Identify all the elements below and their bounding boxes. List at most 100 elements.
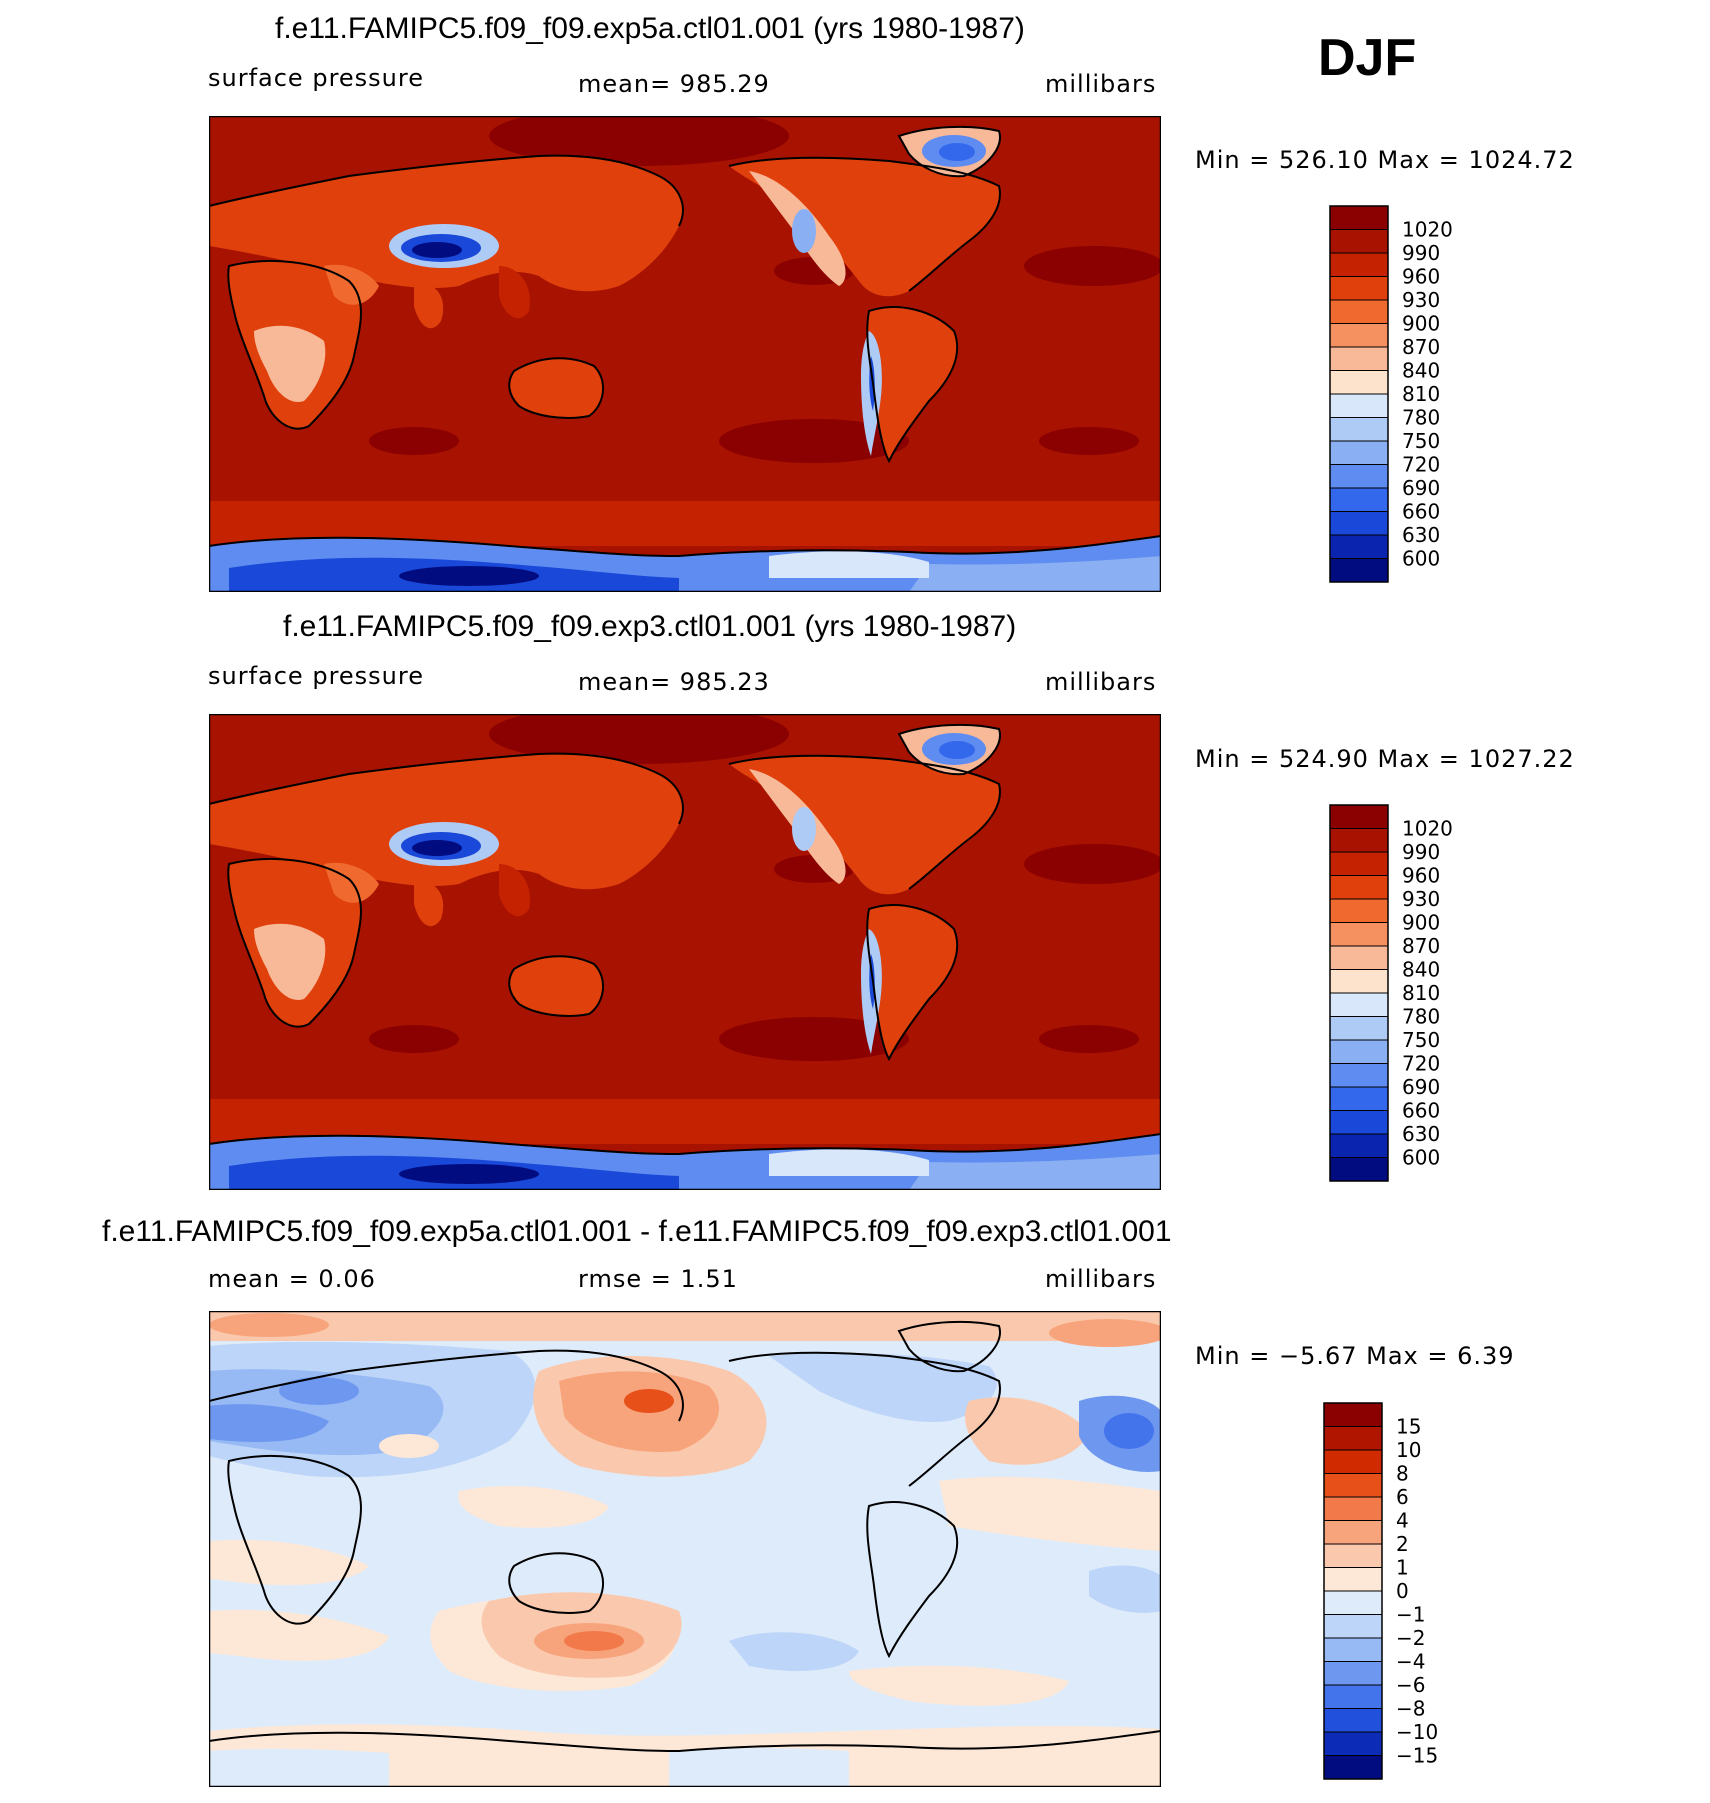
colorbar-swatch [1329, 969, 1389, 994]
colorbar-label: 810 [1402, 382, 1440, 406]
colorbar-swatch [1329, 1110, 1389, 1135]
colorbar-label: 840 [1402, 359, 1440, 383]
coastlines [209, 125, 1161, 558]
colorbar-label: 15 [1396, 1415, 1421, 1439]
map-frame [209, 714, 1161, 1190]
panel-3-title: f.e11.FAMIPC5.f09_f09.exp5a.ctl01.001 - … [102, 1215, 1172, 1248]
colorbar-swatch [1329, 1157, 1389, 1182]
colorbar-label: 660 [1402, 500, 1440, 524]
panel-3-units-label: millibars [1045, 1265, 1157, 1293]
colorbar-swatch [1323, 1661, 1383, 1686]
colorbar-label: 870 [1402, 934, 1440, 958]
panel-1-units-label: millibars [1045, 70, 1157, 98]
panel-1-variable-label: surface pressure [208, 64, 424, 92]
colorbar-label: 630 [1402, 1122, 1440, 1146]
colorbar-swatch [1323, 1708, 1383, 1733]
colorbar-label: 870 [1402, 335, 1440, 359]
colorbar-swatch [1329, 898, 1389, 923]
colorbar-label: 720 [1402, 453, 1440, 477]
season-label: DJF [1318, 29, 1417, 87]
colorbar-swatch [1329, 534, 1389, 559]
colorbar-label: 1 [1396, 1556, 1409, 1580]
colorbar-label: 1020 [1402, 817, 1453, 841]
north-america-land [729, 157, 1000, 297]
colorbar-swatch [1329, 1086, 1389, 1111]
panel-3-rmse-label: rmse = 1.51 [578, 1265, 738, 1293]
colorbar-label: −6 [1396, 1673, 1425, 1697]
colorbar-label: 750 [1402, 1028, 1440, 1052]
panel-3-map [209, 1311, 1161, 1787]
colorbar-frame [1329, 804, 1389, 1182]
colorbar-swatch [1323, 1731, 1383, 1756]
colorbar-swatch [1323, 1637, 1383, 1662]
colorbar-frame [1329, 205, 1389, 583]
colorbar-label: 600 [1402, 1146, 1440, 1170]
panel-2-title: f.e11.FAMIPC5.f09_f09.exp3.ctl01.001 (yr… [283, 610, 1017, 643]
colorbar-label: 780 [1402, 406, 1440, 430]
colorbar-label: 750 [1402, 429, 1440, 453]
panel-1-mean-label: mean= 985.29 [578, 70, 770, 98]
panel-3-minmax: Min = −5.67 Max = 6.39 [1195, 1342, 1515, 1370]
colorbar-label: 6 [1396, 1485, 1409, 1509]
map-frame [209, 116, 1161, 592]
colorbar-label: 900 [1402, 911, 1440, 935]
colorbar-swatch [1329, 393, 1389, 418]
colorbar-frame [1323, 1402, 1383, 1780]
colorbar-swatch [1323, 1567, 1383, 1592]
panel-2-mean-label: mean= 985.23 [578, 668, 770, 696]
colorbar-label: −4 [1396, 1650, 1425, 1674]
colorbar-swatch [1323, 1543, 1383, 1568]
colorbar-label: 990 [1402, 840, 1440, 864]
panel-1-map [209, 116, 1161, 592]
colorbar-swatch [1323, 1755, 1383, 1780]
panel-2-variable-label: surface pressure [208, 662, 424, 690]
colorbar-swatch [1323, 1684, 1383, 1709]
colorbar-swatch [1323, 1426, 1383, 1451]
panel-2-colorbar: 1020990960930900870840810780750720690660… [1329, 804, 1453, 1182]
panel-2-units-label: millibars [1045, 668, 1157, 696]
colorbar-label: 930 [1402, 887, 1440, 911]
colorbar-label: 960 [1402, 265, 1440, 289]
colorbar-swatch [1323, 1520, 1383, 1545]
colorbar-label: 1020 [1402, 218, 1453, 242]
colorbar-swatch [1329, 229, 1389, 254]
colorbar-swatch [1323, 1614, 1383, 1639]
arctic-high [489, 116, 789, 166]
colorbar-swatch [1329, 875, 1389, 900]
colorbar-swatch [1329, 299, 1389, 324]
panel-3-mean-label: mean = 0.06 [208, 1265, 376, 1293]
colorbar-swatch [1323, 1402, 1383, 1427]
colorbar-swatch [1323, 1496, 1383, 1521]
colorbar-swatch [1329, 487, 1389, 512]
colorbar-swatch [1329, 511, 1389, 536]
panel-1-minmax: Min = 526.10 Max = 1024.72 [1195, 146, 1575, 174]
south-america-land [867, 307, 958, 461]
colorbar-label: 810 [1402, 981, 1440, 1005]
colorbar-swatch [1329, 323, 1389, 348]
colorbar-label: −15 [1396, 1744, 1438, 1768]
panel-1-colorbar: 1020990960930900870840810780750720690660… [1329, 205, 1453, 583]
colorbar-label: −1 [1396, 1603, 1425, 1627]
colorbar-swatch [1329, 205, 1389, 230]
map-frame [209, 1311, 1161, 1787]
colorbar-label: 690 [1402, 1075, 1440, 1099]
colorbar-swatch [1329, 464, 1389, 489]
colorbar-label: 8 [1396, 1462, 1409, 1486]
colorbar-swatch [1329, 440, 1389, 465]
colorbar-label: −10 [1396, 1720, 1438, 1744]
colorbar-label: 4 [1396, 1509, 1409, 1533]
colorbar-swatch [1329, 1063, 1389, 1088]
colorbar-swatch [1323, 1449, 1383, 1474]
colorbar-label: 630 [1402, 523, 1440, 547]
colorbar-swatch [1329, 558, 1389, 583]
colorbar-label: 720 [1402, 1052, 1440, 1076]
colorbar-label: 990 [1402, 241, 1440, 265]
colorbar-label: 10 [1396, 1438, 1421, 1462]
colorbar-swatch [1329, 370, 1389, 395]
colorbar-label: −8 [1396, 1697, 1425, 1721]
colorbar-swatch [1329, 828, 1389, 853]
panel-1-title: f.e11.FAMIPC5.f09_f09.exp5a.ctl01.001 (y… [275, 12, 1025, 45]
colorbar-label: 0 [1396, 1579, 1409, 1603]
colorbar-label: 2 [1396, 1532, 1409, 1556]
